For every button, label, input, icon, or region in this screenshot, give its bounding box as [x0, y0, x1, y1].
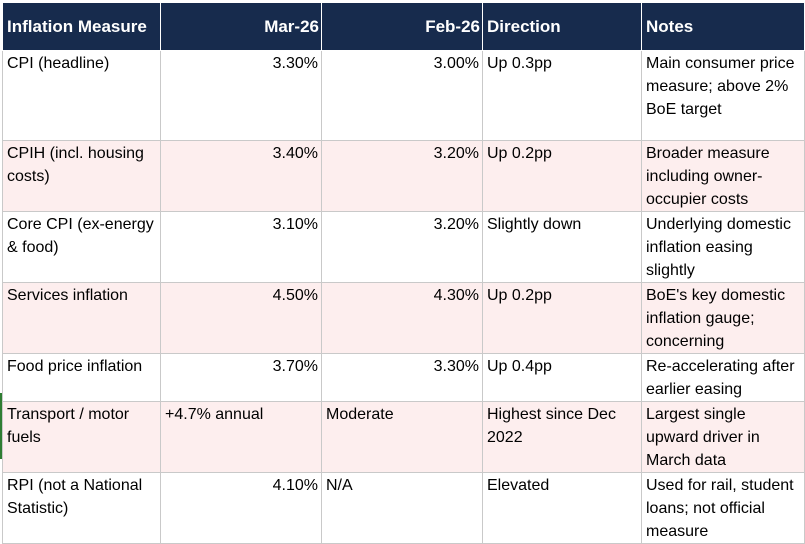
- cell-measure[interactable]: Services inflation: [2, 282, 161, 354]
- cell-notes[interactable]: Underlying domestic inflation easing sli…: [641, 211, 805, 283]
- cell-mar[interactable]: 3.70%: [160, 353, 322, 402]
- cell-mar[interactable]: +4.7% annual: [160, 401, 322, 473]
- cell-feb[interactable]: N/A: [321, 472, 483, 544]
- cell-mar[interactable]: 3.30%: [160, 50, 322, 141]
- cell-measure[interactable]: RPI (not a National Statistic): [2, 472, 161, 544]
- cell-measure[interactable]: CPIH (incl. housing costs): [2, 140, 161, 212]
- table-row: Food price inflation 3.70% 3.30% Up 0.4p…: [2, 353, 805, 402]
- cell-notes[interactable]: Largest single upward driver in March da…: [641, 401, 805, 473]
- cell-direction[interactable]: Up 0.2pp: [482, 282, 642, 354]
- cell-mar[interactable]: 3.10%: [160, 211, 322, 283]
- cell-feb[interactable]: Moderate: [321, 401, 483, 473]
- header-direction[interactable]: Direction: [482, 2, 642, 51]
- cell-direction[interactable]: Up 0.3pp: [482, 50, 642, 141]
- cell-measure[interactable]: CPI (headline): [2, 50, 161, 141]
- table-row: CPIH (incl. housing costs) 3.40% 3.20% U…: [2, 140, 805, 212]
- cell-mar[interactable]: 4.50%: [160, 282, 322, 354]
- cell-direction[interactable]: Up 0.4pp: [482, 353, 642, 402]
- cell-direction[interactable]: Elevated: [482, 472, 642, 544]
- header-row: Inflation Measure Mar-26 Feb-26 Directio…: [2, 2, 805, 51]
- cell-measure[interactable]: Transport / motor fuels: [2, 401, 161, 473]
- table-row: CPI (headline) 3.30% 3.00% Up 0.3pp Main…: [2, 50, 805, 141]
- cell-measure[interactable]: Core CPI (ex-energy & food): [2, 211, 161, 283]
- table-row: RPI (not a National Statistic) 4.10% N/A…: [2, 472, 805, 544]
- table-row: Services inflation 4.50% 4.30% Up 0.2pp …: [2, 282, 805, 354]
- header-inflation-measure[interactable]: Inflation Measure: [2, 2, 161, 51]
- row-selection-marker: [0, 393, 2, 459]
- cell-mar[interactable]: 3.40%: [160, 140, 322, 212]
- cell-notes[interactable]: Re-accelerating after earlier easing: [641, 353, 805, 402]
- cell-notes[interactable]: BoE's key domestic inflation gauge; conc…: [641, 282, 805, 354]
- header-mar-26[interactable]: Mar-26: [160, 2, 322, 51]
- cell-direction[interactable]: Up 0.2pp: [482, 140, 642, 212]
- cell-feb[interactable]: 3.20%: [321, 140, 483, 212]
- cell-feb[interactable]: 3.30%: [321, 353, 483, 402]
- cell-notes[interactable]: Broader measure including owner-occupier…: [641, 140, 805, 212]
- cell-direction[interactable]: Highest since Dec 2022: [482, 401, 642, 473]
- cell-notes[interactable]: Main consumer price measure; above 2% Bo…: [641, 50, 805, 141]
- cell-feb[interactable]: 4.30%: [321, 282, 483, 354]
- cell-feb[interactable]: 3.00%: [321, 50, 483, 141]
- header-notes[interactable]: Notes: [641, 2, 805, 51]
- table-row: Core CPI (ex-energy & food) 3.10% 3.20% …: [2, 211, 805, 283]
- cell-direction[interactable]: Slightly down: [482, 211, 642, 283]
- table-row: Transport / motor fuels +4.7% annual Mod…: [2, 401, 805, 473]
- cell-feb[interactable]: 3.20%: [321, 211, 483, 283]
- header-feb-26[interactable]: Feb-26: [321, 2, 483, 51]
- cell-mar[interactable]: 4.10%: [160, 472, 322, 544]
- cell-notes[interactable]: Used for rail, student loans; not offici…: [641, 472, 805, 544]
- cell-measure[interactable]: Food price inflation: [2, 353, 161, 402]
